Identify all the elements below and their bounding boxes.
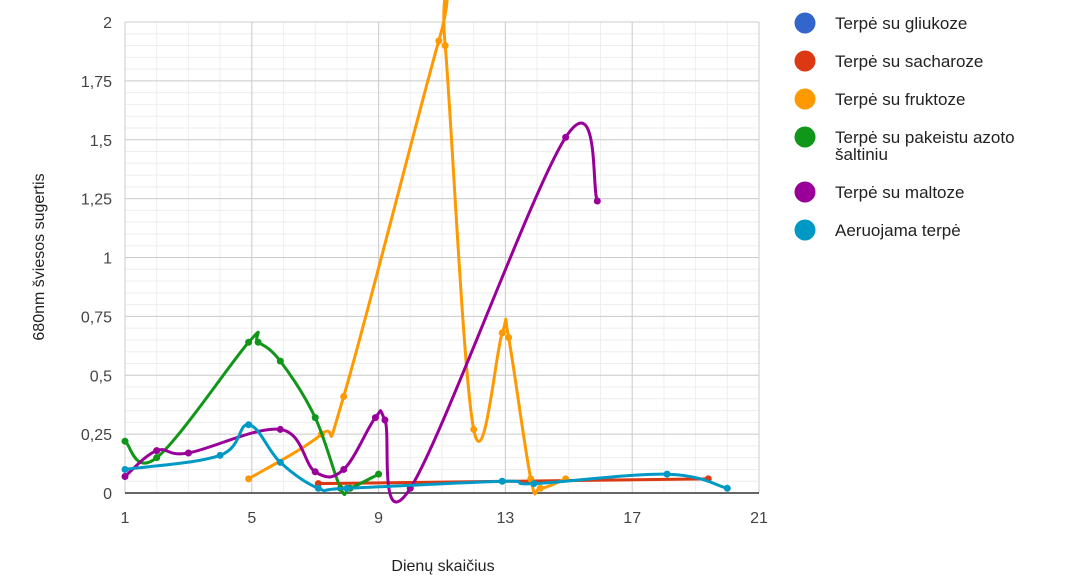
legend-marker	[794, 12, 816, 34]
series-6	[121, 421, 731, 493]
y-axis-title: 680nm šviesos sugertis	[31, 173, 48, 340]
legend-label: Aeruojama terpė	[835, 221, 961, 240]
y-tick-label: 1,75	[81, 74, 112, 91]
data-point[interactable]	[276, 458, 284, 466]
data-point[interactable]	[381, 416, 389, 424]
series-3	[245, 0, 570, 496]
data-point[interactable]	[470, 425, 478, 433]
data-point[interactable]	[340, 392, 348, 400]
data-point[interactable]	[153, 447, 161, 455]
data-point[interactable]	[276, 357, 284, 365]
legend-label: Terpė su gliukoze	[835, 14, 967, 33]
x-tick-label: 21	[750, 510, 768, 527]
y-tick-label: 1,5	[90, 133, 112, 150]
data-point[interactable]	[245, 338, 253, 346]
data-point[interactable]	[371, 414, 379, 422]
x-tick-label: 13	[497, 510, 515, 527]
x-axis-title: Dienų skaičius	[391, 558, 494, 575]
grid	[124, 21, 760, 494]
data-point[interactable]	[121, 437, 129, 445]
data-point[interactable]	[435, 37, 443, 45]
y-tick-label: 1	[103, 251, 112, 268]
data-point[interactable]	[505, 334, 513, 342]
series-layer	[121, 0, 731, 504]
data-point[interactable]	[245, 475, 253, 483]
y-tick-label: 0,25	[81, 427, 112, 444]
legend-item-4[interactable]: Terpė su pakeistu azoto šaltiniu	[794, 126, 1015, 165]
y-tick-label: 0	[103, 486, 112, 503]
data-point[interactable]	[340, 465, 348, 473]
legend-label: Terpė su fruktoze	[835, 90, 965, 109]
data-point[interactable]	[254, 338, 262, 346]
legend-marker	[794, 50, 816, 72]
legend-marker	[794, 181, 816, 203]
legend-marker	[794, 219, 816, 241]
legend-label: Terpė su pakeistu azoto šaltiniu	[835, 128, 1015, 164]
data-point[interactable]	[121, 465, 129, 473]
data-point[interactable]	[723, 484, 731, 492]
data-point[interactable]	[184, 449, 192, 457]
data-point[interactable]	[245, 421, 253, 429]
data-point[interactable]	[216, 451, 224, 459]
data-point[interactable]	[276, 425, 284, 433]
data-point[interactable]	[530, 480, 538, 488]
y-tick-label: 0,5	[90, 368, 112, 385]
legend: Terpė su gliukoze Terpė su sacharoze Terpė…	[794, 12, 1015, 241]
data-point[interactable]	[593, 197, 601, 205]
tick-labels: 1 5 9 13 17 21 0 0,25 0,5 0,75 1 1,25 1,5 1,75 2	[81, 15, 768, 527]
x-tick-label: 9	[374, 510, 383, 527]
data-point[interactable]	[663, 470, 671, 478]
x-tick-label: 17	[623, 510, 641, 527]
data-point[interactable]	[498, 329, 506, 337]
legend-label: Terpė su maltoze	[835, 183, 964, 202]
data-point[interactable]	[375, 470, 383, 478]
legend-label: Terpė su sacharoze	[835, 52, 983, 71]
legend-marker	[794, 88, 816, 110]
data-point[interactable]	[314, 484, 322, 492]
legend-item-1[interactable]: Terpė su gliukoze	[794, 12, 968, 34]
y-tick-label: 1,25	[81, 192, 112, 209]
legend-item-2[interactable]: Terpė su sacharoze	[794, 50, 984, 72]
legend-item-6[interactable]: Aeruojama terpė	[794, 219, 961, 241]
data-point[interactable]	[562, 133, 570, 141]
data-point[interactable]	[536, 484, 544, 492]
y-tick-label: 2	[103, 15, 112, 32]
data-point[interactable]	[121, 473, 129, 481]
legend-item-3[interactable]: Terpė su fruktoze	[794, 88, 966, 110]
series-4	[121, 330, 383, 497]
series-line	[123, 330, 381, 497]
x-tick-label: 1	[121, 510, 130, 527]
data-point[interactable]	[311, 414, 319, 422]
legend-item-5[interactable]: Terpė su maltoze	[794, 181, 965, 203]
x-tick-label: 5	[247, 510, 256, 527]
data-point[interactable]	[498, 477, 506, 485]
legend-marker	[794, 126, 816, 148]
data-point[interactable]	[441, 42, 449, 50]
data-point[interactable]	[311, 468, 319, 476]
data-point[interactable]	[343, 484, 351, 492]
y-tick-label: 0,75	[81, 309, 112, 326]
series-line	[247, 0, 568, 496]
series-5	[121, 121, 601, 504]
data-point[interactable]	[153, 454, 161, 462]
